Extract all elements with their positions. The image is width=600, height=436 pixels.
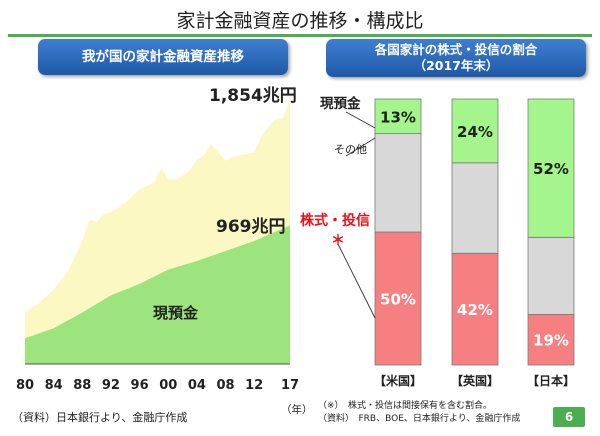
bar-segment-cash <box>451 98 499 164</box>
legend-leader-line <box>345 137 376 157</box>
left-source-note: （資料）日本銀行より、金融庁作成 <box>12 411 188 424</box>
page-title: 家計金融資産の推移・構成比 <box>176 10 424 32</box>
bar-category-label: 【英国】 <box>451 373 499 388</box>
x-tick-label: 96 <box>131 378 149 393</box>
household-assets-area-chart: 80 84 88 92 96 00 04 08 12 17 <box>16 98 299 393</box>
x-tick-label: 04 <box>188 378 206 393</box>
bar-value-label: 50% <box>380 291 416 309</box>
x-tick-label: 84 <box>45 378 63 393</box>
bar-segment-stocks <box>451 252 499 366</box>
stock-share-bar-chart: 50% 13% 【米国】 42% 24% 【英国】 19% 52% 【日本】 <box>337 98 575 388</box>
bar-segment-stocks <box>374 231 422 366</box>
bar-segment-other <box>527 236 575 315</box>
year-unit-label: （年） <box>281 404 313 416</box>
bar-segment-other <box>374 133 422 233</box>
bar-value-label: 24% <box>457 123 493 141</box>
cash-assets-label: 969兆円 <box>216 217 286 237</box>
title-divider <box>8 34 592 37</box>
x-tick-label: 80 <box>16 378 34 393</box>
x-tick-label: 00 <box>159 378 177 393</box>
x-tick-label: 88 <box>73 378 91 393</box>
right-panel-heading: 各国家計の株式・投信の割合 （2017年末） <box>326 39 586 77</box>
x-tick-label: 17 <box>281 378 299 393</box>
bar-segment-other <box>451 162 499 254</box>
legend-other: その他 <box>334 143 367 156</box>
bar-value-label: 42% <box>457 301 493 319</box>
bar-category-label: 【米国】 <box>374 373 422 388</box>
bar-segment-cash <box>527 98 575 238</box>
total-assets-label: 1,854兆円 <box>209 86 297 106</box>
cash-area-label: 現預金 <box>153 304 199 322</box>
chart-annotations: 1,854兆円 969兆円 現預金 現預金 その他 株式・投信 ＊ <box>153 86 370 322</box>
legend-leader-line <box>337 243 376 319</box>
x-tick-label: 08 <box>216 378 234 393</box>
bar-segment-cash <box>374 98 422 134</box>
legend-cash: 現預金 <box>320 95 361 112</box>
bar-category-label: 【日本】 <box>527 373 575 388</box>
left-panel-heading: 我が国の家計金融資産推移 <box>38 39 288 75</box>
x-tick-label: 12 <box>245 378 263 393</box>
right-note-line2: （資料） FRB、BOE、日本銀行より、金融庁作成 <box>318 414 521 424</box>
legend-stocks: 株式・投信 <box>300 212 370 229</box>
bar-value-label: 13% <box>380 108 416 126</box>
area-series-cash <box>25 225 290 364</box>
bar-value-label: 52% <box>533 160 569 178</box>
legend-leader-line <box>345 111 376 129</box>
legend-stocks-mark: ＊ <box>331 233 345 249</box>
right-note-line1: （※） 株式・投信は間接保有を含む割合。 <box>318 401 493 411</box>
bar-value-label: 19% <box>533 332 569 350</box>
x-tick-label: 92 <box>102 378 120 393</box>
right-heading-line2: （2017年末） <box>413 58 499 73</box>
page-number: 6 <box>553 407 585 427</box>
right-heading-line1: 各国家計の株式・投信の割合 <box>374 42 538 57</box>
